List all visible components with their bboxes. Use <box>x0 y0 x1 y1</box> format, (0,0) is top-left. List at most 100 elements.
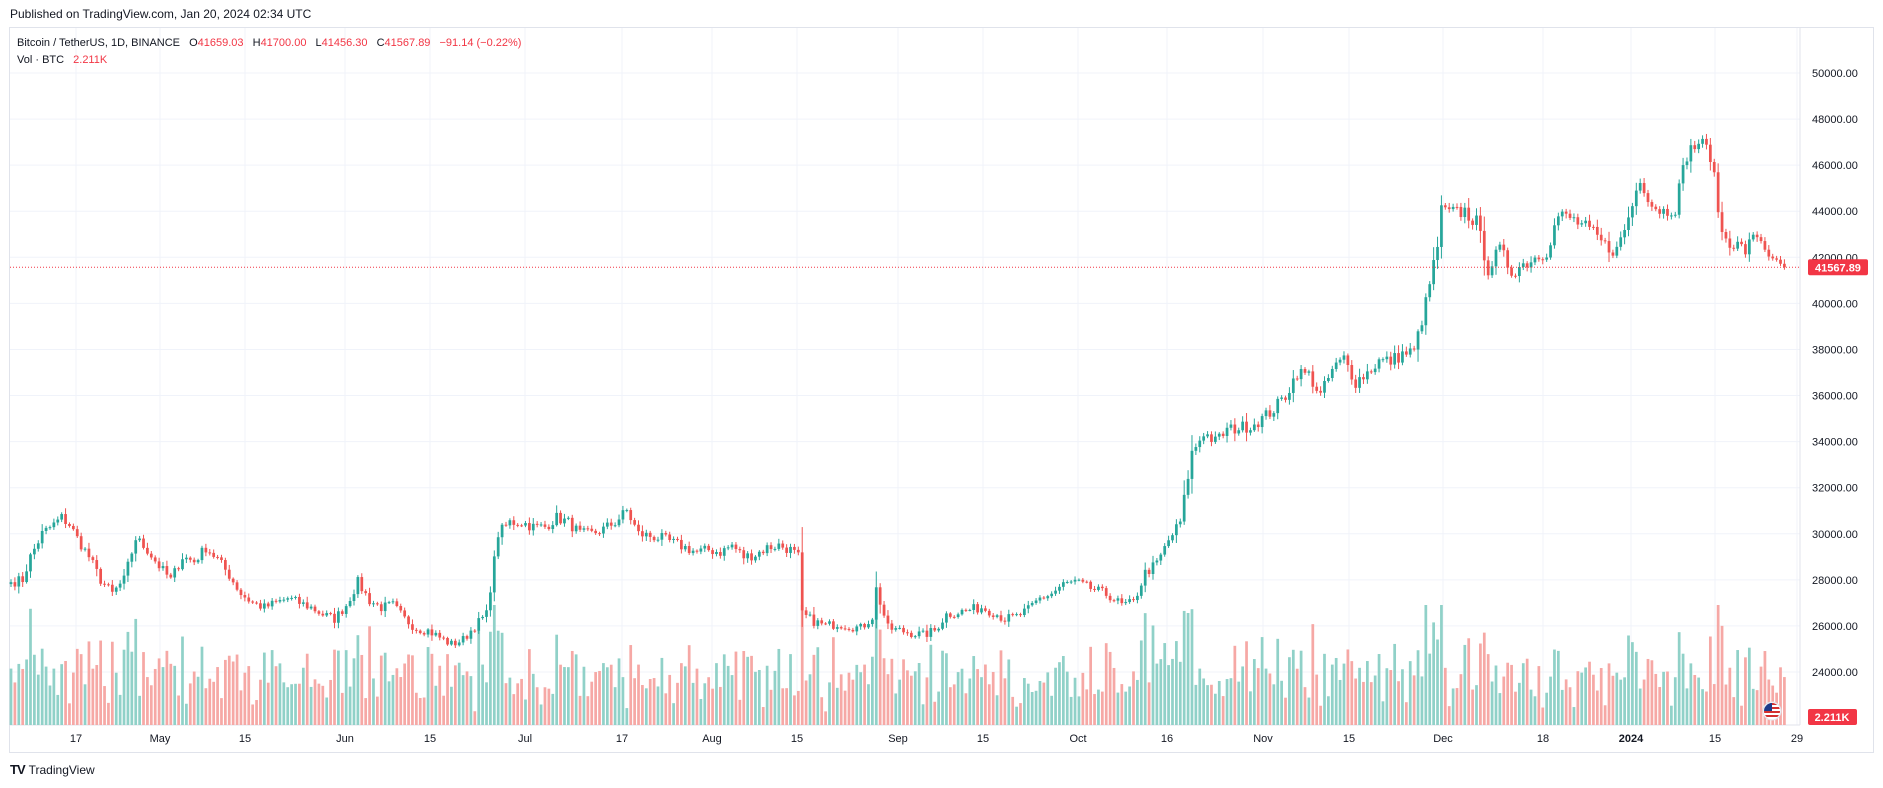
volume-bar <box>1572 707 1576 725</box>
volume-bar <box>414 692 418 725</box>
volume-bar <box>1693 674 1697 725</box>
volume-bar <box>937 691 940 725</box>
volume-bar <box>1783 677 1786 725</box>
volume-bar <box>110 641 114 725</box>
volume-bar <box>1085 689 1089 725</box>
volume-bar <box>1592 674 1595 725</box>
candle-body <box>1128 599 1131 603</box>
volume-bar <box>107 702 110 725</box>
high-label: H <box>252 37 261 49</box>
candle-body <box>718 552 722 556</box>
volume-bar <box>368 626 371 725</box>
candle-body <box>270 600 274 607</box>
volume-bar <box>403 663 407 725</box>
candle-body <box>1303 369 1307 373</box>
candle-body <box>1615 246 1619 256</box>
candle-body <box>637 524 640 532</box>
candle-body <box>216 556 219 558</box>
candle-body <box>64 514 67 525</box>
candle-body <box>1401 351 1404 363</box>
volume-bar <box>1560 689 1564 725</box>
volume-bar <box>142 652 145 725</box>
candle-body <box>1362 377 1365 380</box>
volume-bar <box>906 670 909 725</box>
volume-bar <box>781 688 785 725</box>
candle-body <box>157 561 161 569</box>
volume-bar <box>1541 707 1545 725</box>
candle-body <box>652 536 656 541</box>
volume-bar <box>964 693 968 725</box>
volume-bar <box>1556 650 1560 725</box>
volume-bar <box>1599 668 1603 725</box>
volume-bar <box>777 648 781 725</box>
volume-bar <box>44 666 48 725</box>
candle-body <box>609 522 613 526</box>
candle-body <box>1556 216 1560 226</box>
candle-body <box>1069 581 1073 583</box>
symbol-label[interactable]: Bitcoin / TetherUS, 1D, BINANCE <box>17 37 181 49</box>
volume-bar <box>1529 689 1533 725</box>
volume-bar <box>1705 691 1708 725</box>
candle-body <box>56 519 60 523</box>
candle-body <box>153 557 157 562</box>
volume-label[interactable]: Vol · BTC <box>17 54 65 66</box>
volume-bar <box>656 686 660 725</box>
volume-bar <box>1549 676 1552 725</box>
candle-body <box>952 616 956 618</box>
candle-body <box>103 583 106 585</box>
candle-body <box>1603 240 1607 242</box>
candle-body <box>414 629 418 631</box>
candle-body <box>948 613 952 617</box>
candle-body <box>508 520 512 526</box>
volume-bar <box>290 684 293 725</box>
candle-body <box>1479 215 1482 231</box>
volume-bar <box>1213 693 1217 725</box>
candle-body <box>1136 595 1139 601</box>
volume-bar <box>17 663 21 725</box>
candle-body <box>298 596 301 604</box>
candle-body <box>1065 581 1069 583</box>
candle-body <box>231 578 235 583</box>
volume-bar <box>1206 685 1209 725</box>
candle-body <box>95 560 99 569</box>
candle-body <box>1708 144 1712 163</box>
volume-bar <box>602 663 605 725</box>
volume-bar <box>1061 656 1065 725</box>
candle-body <box>376 603 379 605</box>
volume-bar <box>1424 605 1428 725</box>
candle-body <box>559 512 562 524</box>
candle-body <box>1642 183 1646 194</box>
volume-bar <box>1736 650 1740 725</box>
candle-body <box>621 510 625 520</box>
candle-body <box>469 630 473 639</box>
candle-body <box>1003 620 1007 622</box>
candle-body <box>1124 602 1128 604</box>
volume-bar <box>750 655 753 725</box>
candle-body <box>1592 226 1595 228</box>
volume-bar <box>1420 676 1424 725</box>
x-tick-label: 15 <box>791 733 803 745</box>
us-flag-icon[interactable] <box>1762 701 1782 721</box>
y-tick-label: 36000.00 <box>1812 391 1858 403</box>
candle-body <box>871 619 874 625</box>
volume-bar <box>1634 651 1638 725</box>
candle-body <box>118 583 122 588</box>
candle-body <box>40 530 44 544</box>
volume-bar <box>227 655 231 725</box>
volume-bar <box>130 651 134 725</box>
candle-body <box>929 628 933 637</box>
volume-bar <box>1428 653 1432 725</box>
volume-bar <box>664 693 668 725</box>
candle-body <box>1120 598 1124 604</box>
candle-body <box>489 592 492 611</box>
volume-bar <box>933 701 937 725</box>
volume-bar <box>765 665 769 725</box>
volume-bar <box>1260 637 1264 725</box>
volume-bar <box>1139 640 1143 725</box>
volume-bar <box>1046 672 1050 725</box>
candle-body <box>1751 234 1755 240</box>
volume-bar <box>1689 663 1693 725</box>
tradingview-brand[interactable]: TV TradingView <box>10 762 95 777</box>
candle-body <box>48 527 52 529</box>
